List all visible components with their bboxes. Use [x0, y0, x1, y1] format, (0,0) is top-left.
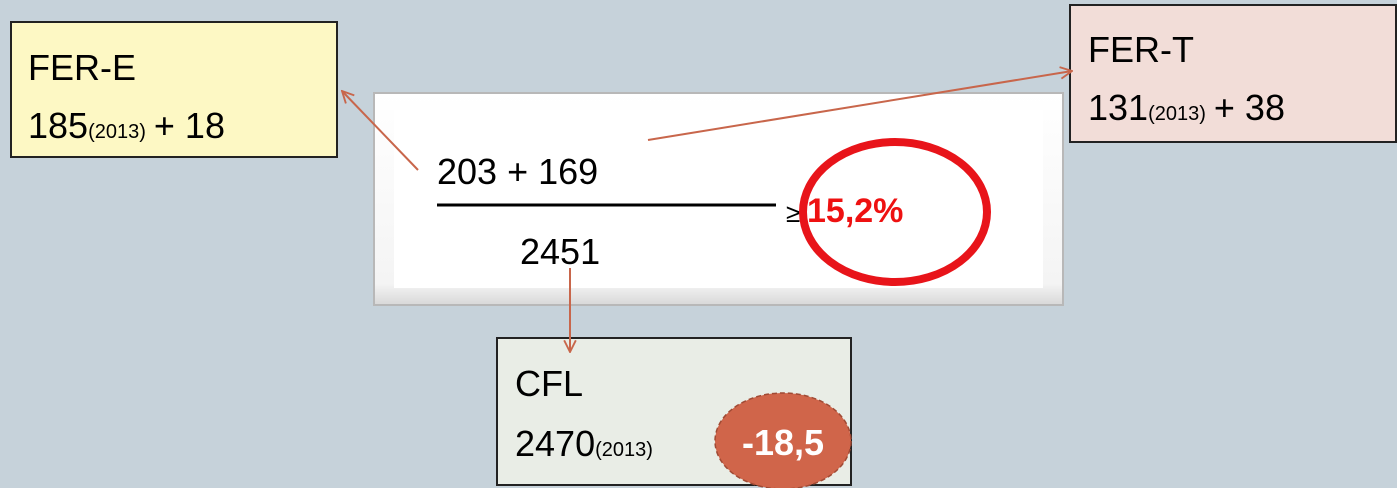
arrow-fer-t [647, 71, 1072, 141]
fer-t-year: (2013) [1148, 103, 1206, 125]
formula-inner [394, 110, 1043, 288]
result: 15,2% [807, 192, 903, 230]
cfl-year: (2013) [595, 439, 653, 461]
arrow-fer-e [342, 91, 419, 171]
fer-t-box [1069, 4, 1397, 143]
fer-e-year: (2013) [88, 121, 146, 143]
highlight-ring [799, 138, 991, 286]
fer-e-base: 185 [28, 105, 88, 146]
fer-t-line: 131(2013) + 38 [1088, 87, 1285, 128]
fer-e-title: FER-E [28, 47, 136, 88]
cfl-base: 2470 [515, 423, 595, 464]
cfl-line: 2470(2013) [515, 423, 653, 464]
fer-t-delta: + 38 [1214, 87, 1285, 128]
fer-t-title: FER-T [1088, 29, 1194, 70]
cfl-badge [714, 392, 852, 488]
numerator: 203 + 169 [437, 151, 598, 192]
relation: ≥ [786, 198, 800, 228]
cfl-delta: -18,5 [742, 422, 824, 463]
fer-t-base: 131 [1088, 87, 1148, 128]
denominator: 2451 [520, 231, 600, 272]
fer-e-delta: + 18 [154, 105, 225, 146]
fer-e-box [10, 21, 338, 158]
cfl-title: CFL [515, 363, 583, 404]
fer-e-line: 185(2013) + 18 [28, 105, 225, 146]
